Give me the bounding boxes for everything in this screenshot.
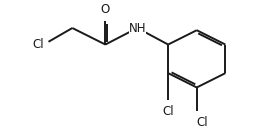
Text: O: O [101,3,110,16]
Text: Cl: Cl [32,38,44,51]
Text: NH: NH [129,22,146,35]
Text: Cl: Cl [197,116,209,129]
Text: Cl: Cl [162,105,174,118]
